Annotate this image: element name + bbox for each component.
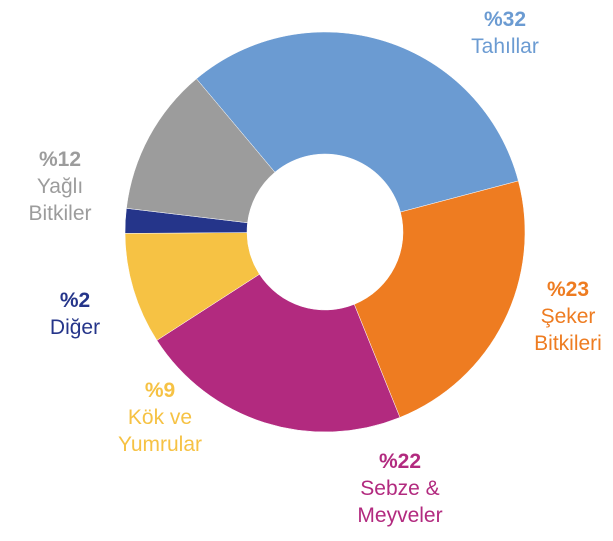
slice-label: %23 Şeker Bitkileri [523,276,613,357]
slice [353,180,526,418]
value-label: %32 [483,8,527,31]
slice-label: %12 Yağlı Bitkiler [15,146,105,227]
category-label: Sebze & Meyveler [357,477,443,527]
category-label: Şeker Bitkileri [534,305,602,355]
value-label: %2 [59,289,91,312]
category-label: Kök ve Yumrular [117,406,203,456]
slice-label: %9 Kök ve Yumrular [105,377,215,458]
value-label: %12 [38,148,82,171]
category-label: Yağlı Bitkiler [28,175,92,225]
slice [156,273,401,433]
slice [196,31,519,213]
slice-label: %2 Diğer [35,287,115,341]
category-label: Tahıllar [471,35,539,58]
slice-label: %32 Tahıllar [445,6,565,60]
slice [126,78,276,224]
value-label: %23 [546,278,590,301]
value-label: %22 [378,450,422,473]
value-label: %9 [144,379,176,402]
category-label: Diğer [49,316,101,339]
slice-label: %22 Sebze & Meyveler [340,448,460,529]
